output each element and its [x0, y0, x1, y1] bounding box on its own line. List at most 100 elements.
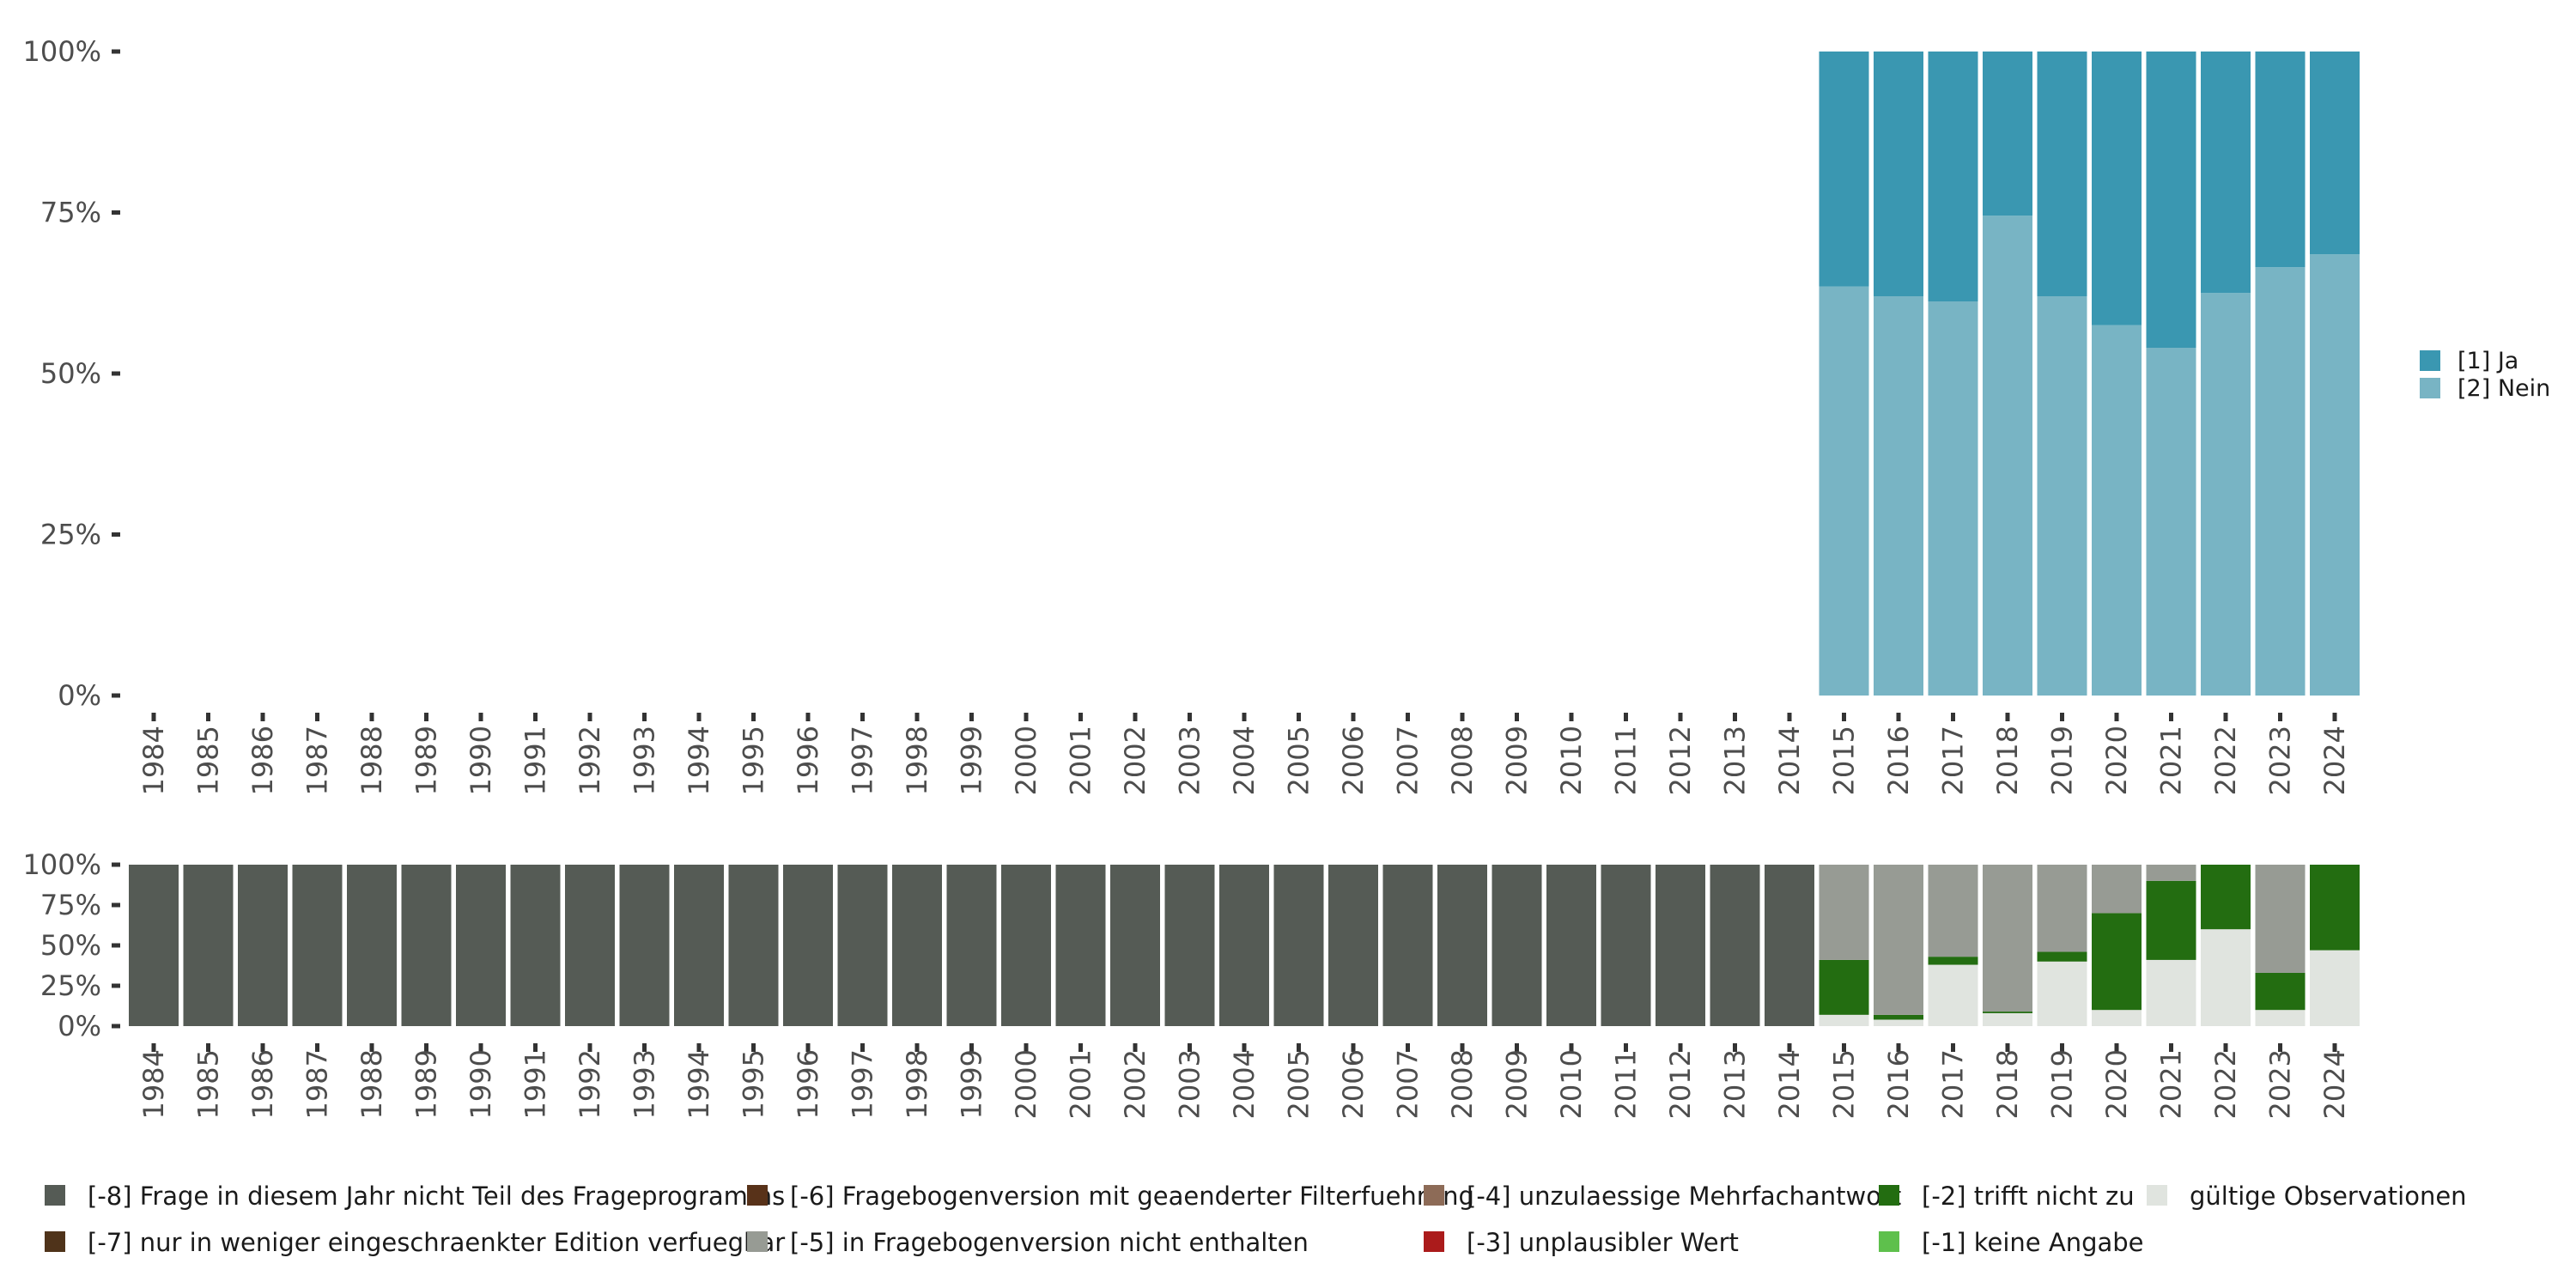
bottom-legend-label: [-3] unplausibler Wert — [1467, 1228, 1739, 1257]
bottom-x-tick-label: 1986 — [246, 1049, 279, 1119]
bottom-x-tick-label: 1990 — [465, 1049, 497, 1119]
bottom-bar-segment — [1219, 865, 1269, 1026]
bottom-bar-segment — [2092, 913, 2142, 1011]
top-x-tick-label: 1990 — [465, 726, 497, 795]
top-bar-segment — [1983, 216, 2032, 696]
bottom-bar-segment — [783, 865, 833, 1026]
bottom-x-tick-label: 2003 — [1174, 1049, 1206, 1119]
top-x-tick-label: 1992 — [574, 726, 606, 795]
bottom-bar-segment — [2146, 865, 2196, 881]
bottom-x-tick-label: 2007 — [1392, 1049, 1425, 1119]
bottom-x-tick-label: 1985 — [192, 1049, 225, 1119]
bottom-bar-segment — [2255, 972, 2306, 1011]
bottom-bar-segment — [1874, 1019, 1923, 1026]
top-bar-segment — [2255, 52, 2306, 268]
top-chart-legend: [1] Ja[2] Nein — [2420, 348, 2550, 402]
bottom-x-tick-label: 1991 — [519, 1049, 552, 1119]
top-bar-segment — [2146, 348, 2196, 696]
top-x-tick-label: 2004 — [1228, 726, 1261, 795]
bottom-bar-segment — [1874, 1014, 1923, 1020]
bottom-bar-segment — [2310, 950, 2360, 1026]
bottom-legend-label: [-8] Frage in diesem Jahr nicht Teil des… — [88, 1182, 785, 1211]
top-bar-segment — [2037, 52, 2087, 296]
bottom-bar-segment — [183, 865, 234, 1026]
bottom-bar-segment — [2255, 865, 2306, 973]
bottom-bar-segment — [401, 865, 452, 1026]
bottom-bar-segment — [1928, 957, 1978, 965]
bottom-bar-segment — [510, 865, 561, 1026]
bottom-bar-segment — [2037, 961, 2087, 1026]
bottom-x-tick-label: 2023 — [2264, 1049, 2297, 1119]
bottom-y-tick-label: 25% — [40, 969, 101, 1002]
top-x-tick-label: 1987 — [301, 726, 334, 795]
top-y-tick-label: 25% — [40, 519, 101, 551]
bottom-bar-segment — [728, 865, 779, 1026]
bottom-legend-swatch — [1879, 1185, 1899, 1206]
bottom-bar-segment — [1983, 1012, 2032, 1026]
top-x-tick-label: 2014 — [1773, 726, 1806, 795]
bottom-x-tick-label: 2010 — [1555, 1049, 1588, 1119]
missing-values-legend: [-8] Frage in diesem Jahr nicht Teil des… — [45, 1182, 2467, 1257]
top-x-tick-label: 2007 — [1392, 726, 1425, 795]
bottom-x-tick-label: 1987 — [301, 1049, 334, 1119]
top-x-tick-label: 2003 — [1174, 726, 1206, 795]
bottom-bar-segment — [1819, 865, 1869, 960]
bottom-x-tick-label: 2024 — [2318, 1049, 2351, 1119]
top-x-tick-label: 1991 — [519, 726, 552, 795]
bottom-bar-segment — [456, 865, 506, 1026]
bottom-x-tick-label: 2005 — [1283, 1049, 1315, 1119]
top-x-tick-label: 1996 — [792, 726, 824, 795]
bottom-bar-segment — [1273, 865, 1324, 1026]
bottom-x-tick-label: 1984 — [137, 1049, 170, 1119]
top-x-tick-label: 2020 — [2100, 726, 2133, 795]
top-x-tick-label: 1988 — [355, 726, 388, 795]
bottom-x-tick-label: 2014 — [1773, 1049, 1806, 1119]
top-x-tick-label: 1999 — [956, 726, 988, 795]
top-bar-segment — [1874, 296, 1923, 696]
top-x-tick-label: 1995 — [738, 726, 770, 795]
bottom-x-tick-label: 2000 — [1010, 1049, 1042, 1119]
bottom-bar-segment — [1928, 865, 1978, 957]
bottom-x-tick-label: 2011 — [1610, 1049, 1643, 1119]
top-x-tick-label: 2018 — [1991, 726, 2024, 795]
bottom-bar-segment — [2255, 1010, 2306, 1026]
top-x-tick-label: 2022 — [2209, 726, 2242, 795]
bottom-x-tick-label: 2022 — [2209, 1049, 2242, 1119]
top-bar-segment — [1819, 286, 1869, 696]
bottom-bar-segment — [1874, 865, 1923, 1015]
bottom-x-tick-label: 1989 — [410, 1049, 443, 1119]
bottom-bar-segment — [1001, 865, 1051, 1026]
top-bar-segment — [2092, 52, 2142, 325]
bottom-legend-swatch — [1424, 1185, 1444, 1206]
bottom-bar-segment — [1983, 1012, 2032, 1013]
bottom-legend-swatch — [45, 1185, 65, 1206]
top-bar-segment — [1983, 52, 2032, 216]
bottom-bar-segment — [1710, 865, 1760, 1026]
bottom-legend-label: [-7] nur in weniger eingeschraenkter Edi… — [88, 1228, 785, 1257]
bottom-bar-segment — [238, 865, 288, 1026]
bottom-x-tick-label: 2012 — [1664, 1049, 1697, 1119]
bottom-x-tick-label: 1998 — [901, 1049, 933, 1119]
top-x-tick-label: 2024 — [2318, 726, 2351, 795]
top-legend-swatch — [2420, 350, 2440, 371]
bottom-bar-segment — [1328, 865, 1378, 1026]
bottom-bar-segment — [1492, 865, 1542, 1026]
bottom-legend-swatch — [747, 1185, 768, 1206]
bottom-bar-segment — [2092, 1010, 2142, 1026]
bottom-bar-segment — [619, 865, 670, 1026]
bottom-x-tick-label: 2009 — [1501, 1049, 1534, 1119]
bottom-legend-swatch — [2147, 1185, 2167, 1206]
bottom-x-tick-label: 2017 — [1937, 1049, 1970, 1119]
bottom-legend-label: [-6] Fragebogenversion mit geaenderter F… — [790, 1182, 1474, 1211]
bottom-x-tick-label: 2013 — [1719, 1049, 1752, 1119]
bottom-bar-segment — [1601, 865, 1651, 1026]
top-x-tick-label: 2009 — [1501, 726, 1534, 795]
top-bar-segment — [2201, 52, 2251, 294]
top-chart-panel: 0% 25% 50% 75% 100% 1984 1985 1986 1987 1988 1989 1… — [23, 35, 2360, 795]
top-bar-segment — [2310, 52, 2360, 255]
top-bar-segment — [2255, 267, 2306, 696]
bottom-x-tick-label: 1993 — [629, 1049, 661, 1119]
bottom-x-tick-label: 1997 — [847, 1049, 879, 1119]
top-x-tick-label: 1985 — [192, 726, 225, 795]
top-bar-segment — [2092, 325, 2142, 696]
